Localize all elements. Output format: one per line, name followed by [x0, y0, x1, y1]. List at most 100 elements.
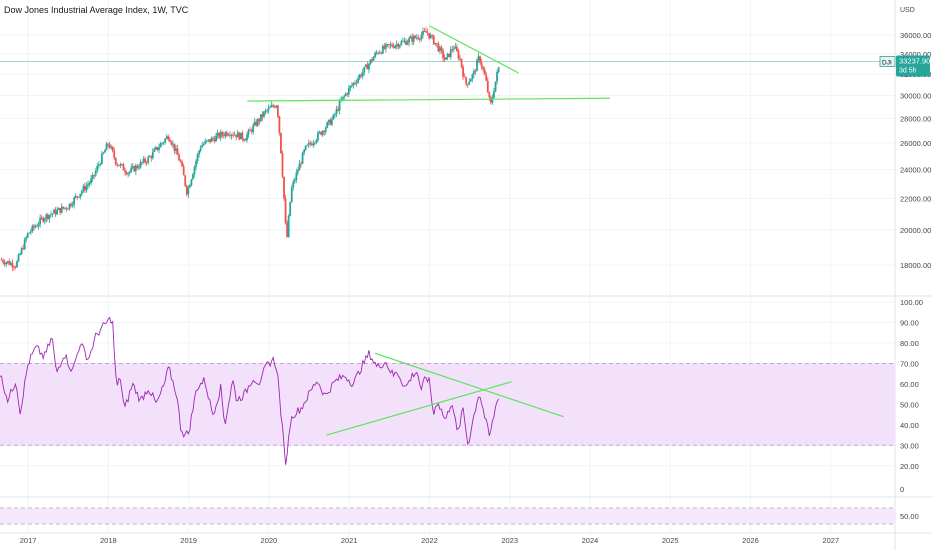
candle-body-101 [156, 147, 159, 150]
candle-body-246 [380, 52, 383, 54]
candle-body-127 [196, 154, 199, 162]
candle-body-60 [93, 175, 96, 176]
axis-labels: USD 18000.00 20000.00 22000.00 24000.00 26000… [20, 7, 932, 545]
rsi-tick-label-4: 60.00 [900, 380, 919, 389]
candle-body-318 [491, 97, 494, 103]
candle-body-23 [36, 226, 38, 227]
candle-body-130 [201, 144, 204, 148]
candle-body-259 [400, 41, 403, 45]
last-price-label: 33237.90 [899, 56, 930, 65]
candle-body-43 [67, 208, 69, 210]
candle-body-49 [76, 196, 79, 197]
candle-body-311 [480, 62, 483, 67]
candle-body-58 [90, 178, 92, 184]
candle-body-264 [408, 38, 410, 43]
candle-body-7 [11, 262, 14, 268]
rsi-tick-label-6: 80.00 [900, 339, 919, 348]
chart-title: Dow Jones Industrial Average Index, 1W, … [4, 5, 189, 15]
candle-body-203 [314, 142, 316, 144]
candle-body-129 [199, 147, 202, 151]
candle-body-235 [363, 66, 366, 73]
rsi-tick-label-3: 50.00 [900, 400, 919, 409]
candle-body-277 [428, 33, 431, 39]
candle-body-118 [182, 166, 185, 176]
candle-body-310 [479, 56, 481, 63]
candle-body-98 [151, 151, 154, 159]
price-tick-label-2: 22000.00 [900, 194, 931, 203]
candle-body-208 [321, 130, 324, 135]
candle-body-21 [33, 225, 35, 228]
candle-body-91 [141, 161, 143, 163]
candle-body-48 [74, 196, 77, 198]
candle-body-136 [210, 137, 213, 142]
candle-body-152 [235, 134, 238, 138]
candle-body-184 [284, 198, 287, 223]
candle-body-228 [352, 82, 355, 86]
candle-body-125 [193, 166, 196, 175]
candle-body-289 [446, 53, 449, 58]
candle-body-93 [144, 158, 147, 163]
candle-body-219 [338, 101, 341, 111]
time-tick-label-2023: 2023 [501, 536, 518, 545]
rsi-trendline-0 [374, 352, 564, 418]
candle-body-216 [334, 114, 336, 116]
candle-body-240 [371, 59, 373, 61]
candle-body-18 [28, 232, 31, 234]
candle-body-81 [125, 172, 128, 175]
candle-body-134 [207, 139, 210, 141]
candle-body-126 [195, 161, 197, 167]
candle-body-123 [190, 179, 193, 186]
candle-body-34 [53, 209, 55, 214]
candle-body-236 [364, 64, 367, 67]
candle-body-275 [425, 31, 427, 33]
candle-body-132 [204, 140, 207, 144]
candle-body-195 [301, 152, 304, 164]
candle-body-218 [337, 109, 339, 111]
candle-body-121 [187, 187, 190, 195]
candle-body-194 [300, 163, 302, 165]
candle-body-143 [221, 132, 224, 136]
candle-body-312 [482, 66, 485, 70]
candle-body-52 [80, 191, 83, 194]
candle-body-225 [347, 87, 350, 95]
candle-body-102 [158, 147, 160, 150]
candle-body-156 [241, 132, 244, 139]
candle-body-174 [269, 107, 272, 108]
candle-body-37 [57, 208, 60, 210]
candle-body-161 [249, 129, 251, 131]
candle-body-26 [40, 217, 43, 219]
candle-body-189 [292, 181, 295, 188]
candle-body-250 [386, 44, 389, 45]
candles [0, 27, 500, 272]
candle-body-248 [383, 45, 386, 49]
candle-body-181 [280, 132, 282, 154]
last-price-badge [896, 55, 930, 77]
candle-body-207 [320, 131, 322, 135]
candle-body-204 [315, 140, 318, 143]
candle-body-30 [46, 214, 49, 220]
rsi-tick-label-5: 70.00 [900, 359, 919, 368]
candle-body-172 [266, 110, 268, 112]
price-trendline-1 [429, 25, 519, 74]
candle-body-286 [442, 50, 444, 59]
candle-body-271 [418, 38, 421, 40]
candle-body-201 [310, 144, 313, 146]
candle-body-5 [8, 261, 11, 265]
candle-body-33 [51, 213, 54, 215]
candle-body-85 [131, 166, 134, 168]
candle-body-149 [230, 134, 233, 136]
candle-body-54 [83, 186, 86, 191]
candle-body-215 [332, 114, 335, 120]
candle-body-214 [330, 119, 333, 125]
candle-body-175 [270, 105, 273, 108]
candle-body-176 [272, 105, 275, 107]
candle-body-222 [343, 95, 346, 97]
time-tick-label-2027: 2027 [822, 536, 839, 545]
candle-body-114 [176, 148, 179, 156]
candle-body-198 [306, 144, 309, 146]
candle-body-55 [85, 185, 88, 191]
candle-body-251 [388, 44, 390, 46]
candle-body-249 [385, 44, 387, 49]
candle-body-303 [468, 81, 471, 85]
